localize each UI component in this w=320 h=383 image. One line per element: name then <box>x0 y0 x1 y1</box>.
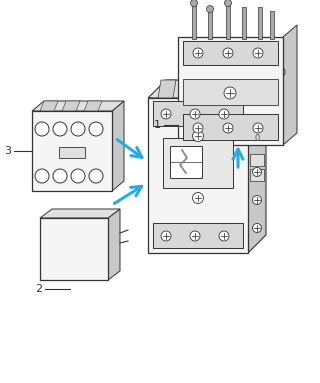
Bar <box>183 79 278 105</box>
Bar <box>183 114 278 140</box>
Circle shape <box>161 231 171 241</box>
Circle shape <box>223 123 233 133</box>
Circle shape <box>219 231 229 241</box>
Polygon shape <box>32 101 124 111</box>
Circle shape <box>89 122 103 136</box>
Bar <box>270 11 274 39</box>
Bar <box>40 218 108 280</box>
Polygon shape <box>214 80 232 98</box>
Bar <box>250 154 264 166</box>
Circle shape <box>53 169 67 183</box>
Bar <box>170 146 202 178</box>
Bar <box>242 7 246 39</box>
Circle shape <box>225 0 231 7</box>
Circle shape <box>275 67 285 77</box>
Circle shape <box>193 123 203 133</box>
Polygon shape <box>186 80 204 98</box>
Circle shape <box>161 109 171 119</box>
Bar <box>32 111 112 191</box>
Polygon shape <box>283 25 297 145</box>
Circle shape <box>252 195 261 205</box>
Circle shape <box>206 5 213 13</box>
Circle shape <box>223 48 233 58</box>
Text: 2: 2 <box>35 284 42 294</box>
Bar <box>153 101 243 126</box>
Circle shape <box>71 122 85 136</box>
Text: 1: 1 <box>154 120 161 130</box>
Polygon shape <box>112 101 124 191</box>
Circle shape <box>190 109 200 119</box>
Circle shape <box>252 224 261 232</box>
Circle shape <box>219 109 229 119</box>
Bar <box>183 41 278 65</box>
Polygon shape <box>62 101 80 111</box>
Bar <box>163 138 233 188</box>
Circle shape <box>224 87 236 99</box>
Bar <box>208 7 212 39</box>
Polygon shape <box>108 209 120 280</box>
Text: 0: 0 <box>254 134 260 143</box>
Bar <box>148 98 248 253</box>
Bar <box>250 169 264 181</box>
Circle shape <box>35 169 49 183</box>
Circle shape <box>190 0 197 7</box>
Bar <box>178 37 283 145</box>
Circle shape <box>193 48 203 58</box>
Polygon shape <box>40 101 58 111</box>
Circle shape <box>253 123 263 133</box>
Circle shape <box>193 193 204 203</box>
Bar <box>226 1 230 39</box>
Polygon shape <box>84 101 102 111</box>
Circle shape <box>71 169 85 183</box>
Bar <box>192 1 196 39</box>
Circle shape <box>35 122 49 136</box>
Circle shape <box>190 231 200 241</box>
Polygon shape <box>148 80 266 98</box>
Bar <box>59 147 85 158</box>
Circle shape <box>89 169 103 183</box>
Circle shape <box>53 122 67 136</box>
Bar <box>258 7 262 39</box>
Polygon shape <box>260 68 288 76</box>
Polygon shape <box>40 209 120 218</box>
Circle shape <box>253 48 263 58</box>
Circle shape <box>252 167 261 177</box>
Polygon shape <box>158 80 176 98</box>
Bar <box>153 223 243 248</box>
Circle shape <box>193 131 204 141</box>
Polygon shape <box>248 80 266 253</box>
Text: 3: 3 <box>4 146 11 156</box>
